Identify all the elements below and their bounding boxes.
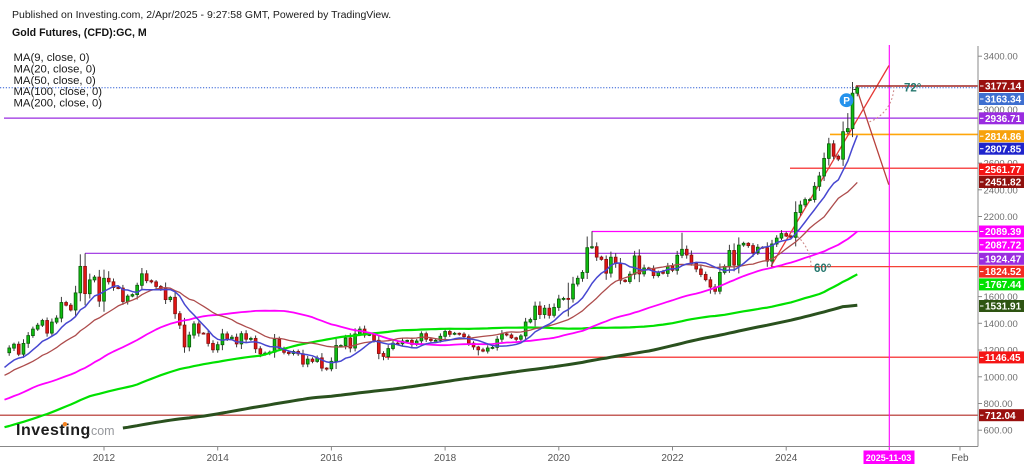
svg-text:72°: 72° <box>904 83 922 95</box>
svg-text:Feb: Feb <box>951 453 969 464</box>
svg-text:2025-11-03: 2025-11-03 <box>866 453 912 463</box>
svg-text:1824.52: 1824.52 <box>985 267 1022 278</box>
svg-text:2814.86: 2814.86 <box>985 132 1022 143</box>
svg-text:2089.39: 2089.39 <box>985 227 1022 238</box>
svg-text:2451.82: 2451.82 <box>985 178 1022 189</box>
svg-text:2018: 2018 <box>434 453 457 464</box>
svg-text:2087.72: 2087.72 <box>985 240 1022 251</box>
svg-text:MA(50, close, 0): MA(50, close, 0) <box>14 75 96 87</box>
svg-text:2012: 2012 <box>93 453 116 464</box>
svg-text:2807.85: 2807.85 <box>985 144 1022 155</box>
svg-text:712.04: 712.04 <box>985 411 1016 422</box>
svg-text:1400.00: 1400.00 <box>984 319 1018 330</box>
svg-text:2200.00: 2200.00 <box>984 212 1018 223</box>
svg-text:1767.44: 1767.44 <box>985 280 1022 291</box>
svg-text:2022: 2022 <box>661 453 684 464</box>
svg-text:60°: 60° <box>814 263 832 275</box>
svg-text:MA(9, close, 0): MA(9, close, 0) <box>14 52 90 64</box>
svg-text:600.00: 600.00 <box>984 426 1013 437</box>
svg-text:2024: 2024 <box>775 453 798 464</box>
svg-text:2936.71: 2936.71 <box>985 114 1022 125</box>
svg-text:1146.45: 1146.45 <box>985 353 1021 364</box>
svg-text:P: P <box>843 96 850 107</box>
svg-text:2014: 2014 <box>207 453 230 464</box>
svg-text:MA(100, close, 0): MA(100, close, 0) <box>14 86 103 98</box>
svg-text:MA(200, close, 0): MA(200, close, 0) <box>14 98 103 110</box>
svg-text:Published on Investing.com, 2/: Published on Investing.com, 2/Apr/2025 -… <box>12 9 391 21</box>
svg-text:1531.91: 1531.91 <box>985 302 1022 313</box>
svg-text:2016: 2016 <box>320 453 343 464</box>
svg-text:3163.34: 3163.34 <box>985 95 1022 106</box>
svg-text:MA(20, close, 0): MA(20, close, 0) <box>14 63 96 75</box>
svg-text:Gold Futures, (CFD):GC, M: Gold Futures, (CFD):GC, M <box>12 27 147 39</box>
svg-text:1000.00: 1000.00 <box>984 372 1018 383</box>
svg-text:1924.47: 1924.47 <box>985 254 1022 265</box>
svg-text:Investing: Investing <box>16 422 91 439</box>
svg-text:2561.77: 2561.77 <box>985 165 1022 176</box>
svg-text:.com: .com <box>88 424 115 438</box>
svg-text:3177.14: 3177.14 <box>985 82 1022 93</box>
svg-text:800.00: 800.00 <box>984 399 1013 410</box>
svg-text:3400.00: 3400.00 <box>984 52 1018 63</box>
svg-text:2020: 2020 <box>548 453 571 464</box>
